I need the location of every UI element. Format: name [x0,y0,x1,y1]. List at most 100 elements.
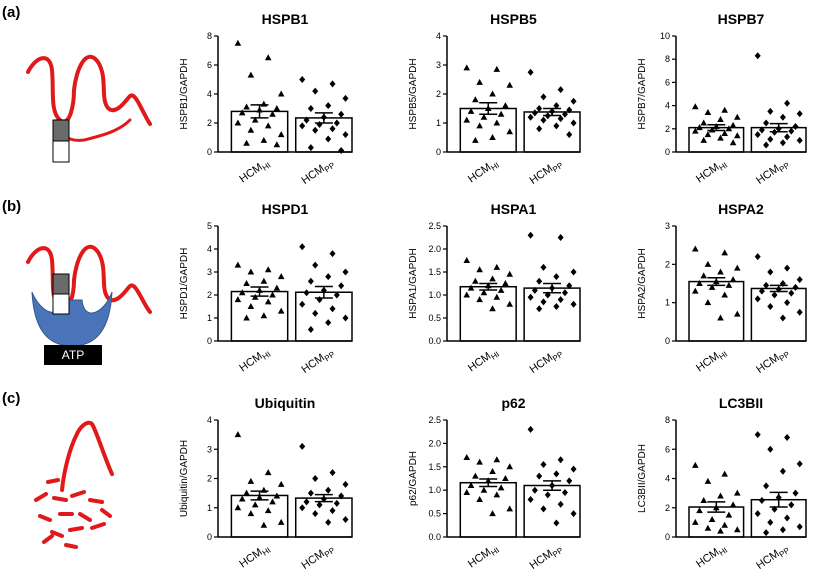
data-point [303,498,310,506]
data-point [796,308,803,316]
data-point [476,496,483,503]
data-point [561,110,568,118]
y-tick-label: 1 [207,313,212,323]
data-point [763,482,770,490]
y-tick-label: 6 [665,77,670,87]
data-point [721,470,728,477]
data-point [754,431,761,439]
data-point [692,518,699,525]
data-point [484,477,492,484]
data-point [264,469,272,476]
data-point [557,296,564,304]
y-axis-label: HSPB7/GAPDH [637,58,648,129]
data-point [251,501,259,508]
data-point [549,482,556,490]
x-tick-label: HCMPP [754,542,791,574]
data-point [312,87,319,95]
data-point [234,296,242,303]
y-tick-label: 5 [207,221,212,231]
data-point [767,518,774,526]
data-point [463,64,471,71]
data-point [792,489,799,497]
data-point [754,510,761,518]
y-tick-label: 2 [207,290,212,300]
data-point [796,460,803,468]
bar [523,287,581,342]
data-point [506,300,514,307]
data-point [696,507,703,514]
data-point [540,505,547,513]
data-point [342,268,349,276]
data-point [531,486,538,494]
y-tick-label: 10 [660,31,670,41]
chart-title: HSPA1 [491,201,537,217]
data-point [767,303,774,310]
data-point [692,245,699,252]
illustration-a [26,54,152,142]
x-tick-label: HCMHI [466,157,501,187]
x-tick-label: HCMPP [299,346,336,378]
data-point [260,136,268,143]
data-point [717,527,724,534]
domain-box [52,140,70,163]
y-tick-label: 3 [207,444,212,454]
atp-label: ATP [62,348,84,362]
data-point [700,496,707,503]
data-point [531,109,538,117]
data-point [544,112,551,120]
data-point [342,314,349,322]
data-point [299,442,306,450]
data-point [784,133,791,141]
data-point [796,110,803,118]
data-point [329,125,336,133]
data-point [493,491,501,498]
data-point [260,521,268,528]
data-point [277,273,285,280]
data-point [544,291,551,299]
data-point [553,122,560,130]
data-point [493,456,501,463]
data-point [788,501,795,509]
data-point [708,515,716,522]
data-point [333,119,340,127]
data-point [570,268,577,276]
data-point [312,475,319,482]
data-point [544,491,551,499]
y-tick-label: 0.0 [428,532,441,542]
data-point [342,515,349,523]
x-tick-label: HCMHI [694,157,729,187]
data-point [536,277,543,285]
data-point [493,263,501,270]
domain-box [52,119,70,142]
data-point [536,472,543,480]
data-point [570,465,577,473]
data-point [273,492,281,499]
y-axis-label: HSPD1/GAPDH [179,248,190,320]
data-point [792,283,799,291]
data-point [796,276,803,284]
data-point [779,280,786,287]
y-tick-label: 6 [207,60,212,70]
y-tick-label: 2 [207,474,212,484]
data-point [779,139,786,147]
y-axis-label: p62/GAPDH [408,451,419,506]
data-point [256,494,263,501]
y-tick-label: 0.5 [428,313,441,323]
y-tick-label: 1.0 [428,485,441,495]
data-point [333,499,340,507]
data-point [792,122,799,130]
data-point [704,477,712,484]
y-tick-label: 0 [436,147,441,157]
x-tick-label: HCMPP [754,157,791,189]
chart-title: p62 [501,395,525,411]
data-point [247,268,255,275]
data-point [784,434,791,442]
data-point [704,524,712,531]
data-point [493,65,501,72]
data-point [480,113,488,120]
data-point [788,289,795,297]
data-point [506,270,514,277]
chart-title: HSPB1 [262,11,309,27]
data-point [692,461,699,468]
data-point [570,119,577,127]
